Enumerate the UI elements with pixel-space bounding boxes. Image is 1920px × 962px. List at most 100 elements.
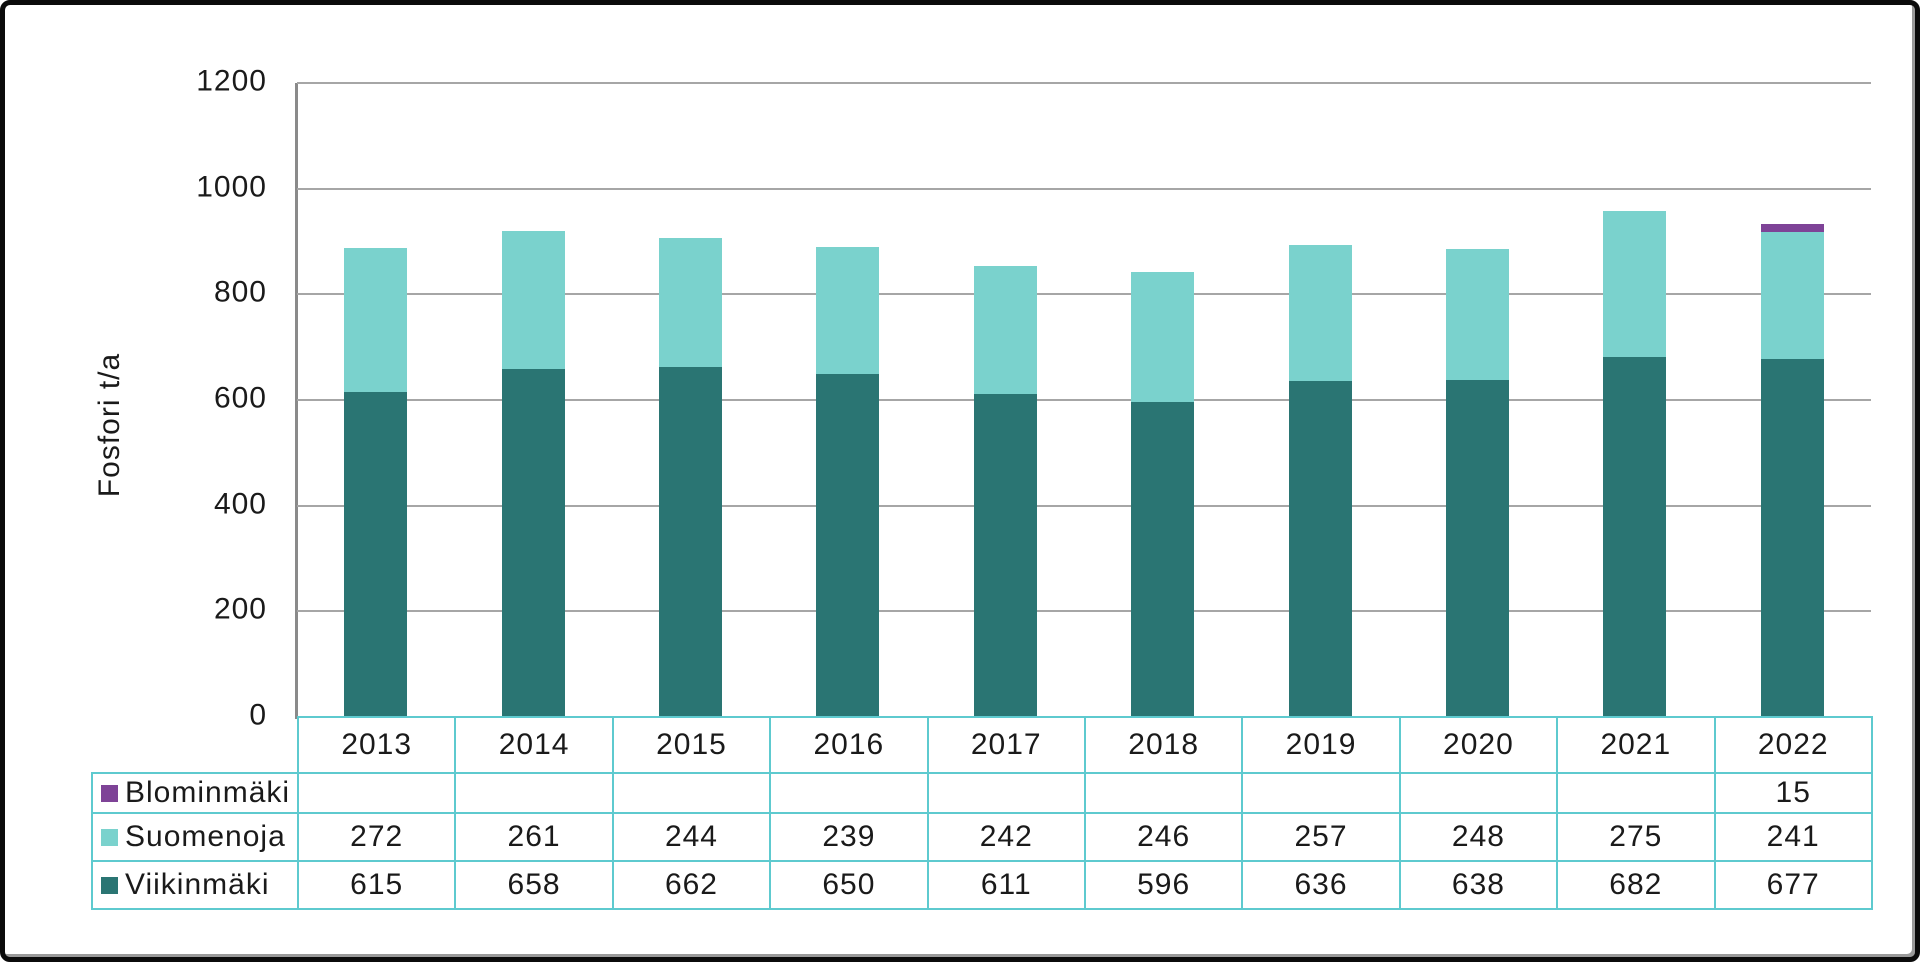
value-cell-suomenoja-2016: 239: [769, 812, 929, 862]
value-cell-suomenoja-2019: 257: [1241, 812, 1401, 862]
value-cell-suomenoja-2018: 246: [1083, 812, 1244, 862]
year-header-cell-2022: 2022: [1713, 716, 1873, 774]
bar-segment-viikinm-ki-2018: [1131, 402, 1195, 717]
year-header-cell-2015: 2015: [611, 716, 772, 774]
gridline-600: [297, 399, 1871, 401]
bar-segment-viikinm-ki-2016: [816, 373, 880, 717]
series-name-label: Suomenoja: [125, 820, 286, 853]
bar-segment-suomenoja-2022: [1760, 232, 1824, 360]
bar-segment-viikinm-ki-2019: [1288, 380, 1352, 717]
bar-2015: [659, 83, 722, 717]
bar-2018: [1131, 83, 1195, 717]
year-header-cell-2013: 2013: [296, 716, 457, 774]
value-cell-suomenoja-2022: 241: [1713, 812, 1873, 862]
table-row-viikinm-ki: Viikinmäki 615 658 662 650 611 596 636 638 682 677: [91, 860, 1873, 910]
bar-segment-suomenoja-2017: [973, 266, 1037, 395]
y-tick-label-400: 400: [213, 487, 267, 521]
value-cell-viikinm-ki-2020: 638: [1398, 860, 1559, 910]
gridline-200: [297, 610, 1871, 613]
bar-segment-blominm-ki-2022: [1760, 224, 1824, 232]
value-cell-viikinm-ki-2015: 662: [611, 860, 772, 910]
bar-segment-suomenoja-2015: [659, 238, 722, 368]
value-cell-blominm-ki-2020: [1398, 772, 1559, 814]
y-tick-label-600: 600: [213, 381, 267, 415]
bar-segment-suomenoja-2020: [1446, 248, 1509, 380]
table-header-row: 2013 2014 2015 2016 2017 2018 2019 2020 2021 2022: [92, 716, 1873, 774]
value-cell-viikinm-ki-2018: 596: [1083, 860, 1244, 910]
bar-segment-suomenoja-2016: [816, 247, 880, 374]
gridline-400: [297, 504, 1871, 507]
bar-segment-viikinm-ki-2014: [501, 369, 565, 717]
y-tick-label-200: 200: [213, 592, 267, 626]
bar-2013: [344, 83, 408, 717]
bar-segment-viikinm-ki-2013: [344, 392, 408, 717]
y-tick-label-1200: 1200: [196, 64, 267, 98]
bar-segment-viikinm-ki-2022: [1760, 359, 1824, 717]
value-cell-suomenoja-2014: 261: [454, 812, 614, 862]
value-cell-viikinm-ki-2021: 682: [1556, 860, 1716, 910]
series-label-cell-suomenoja: Suomenoja: [91, 812, 299, 862]
year-header-cell-2018: 2018: [1083, 716, 1244, 774]
year-header-cell-2020: 2020: [1398, 716, 1559, 774]
gridline-800: [297, 293, 1871, 296]
value-cell-suomenoja-2015: 244: [611, 812, 772, 862]
y-axis-title: Fosfori t/a: [93, 352, 126, 498]
table-row-blominm-ki: Blominmäki 15: [91, 772, 1873, 814]
value-cell-viikinm-ki-2019: 636: [1241, 860, 1401, 910]
legend-swatch-viikinm-ki: [101, 876, 118, 894]
value-cell-blominm-ki-2018: [1083, 772, 1244, 814]
bar-segment-viikinm-ki-2017: [973, 394, 1037, 717]
bar-segment-suomenoja-2019: [1288, 245, 1352, 381]
year-header-cell-2021: 2021: [1556, 716, 1716, 774]
bar-segment-viikinm-ki-2015: [659, 367, 722, 717]
value-cell-blominm-ki-2016: [769, 772, 929, 814]
value-cell-viikinm-ki-2022: 677: [1713, 860, 1873, 910]
series-label-cell-viikinm-ki: Viikinmäki: [91, 860, 299, 910]
value-cell-blominm-ki-2015: [611, 772, 772, 814]
bar-2017: [973, 83, 1037, 717]
value-cell-suomenoja-2017: 242: [926, 812, 1086, 862]
value-cell-blominm-ki-2022: 15: [1713, 772, 1873, 814]
value-cell-blominm-ki-2014: [454, 772, 614, 814]
bar-segment-viikinm-ki-2021: [1603, 356, 1667, 717]
bar-2016: [816, 83, 880, 717]
gridline-1000: [297, 187, 1871, 190]
year-header-cell-2016: 2016: [769, 716, 929, 774]
value-cell-blominm-ki-2019: [1241, 772, 1401, 814]
bar-segment-viikinm-ki-2020: [1446, 379, 1509, 717]
series-label-cell-blominm-ki: Blominmäki: [91, 772, 299, 814]
table-row-suomenoja: Suomenoja 272 261 244 239 242 246 257 248 275 241: [91, 812, 1873, 862]
value-cell-suomenoja-2013: 272: [296, 812, 457, 862]
bar-segment-suomenoja-2013: [344, 248, 408, 393]
value-cell-suomenoja-2020: 248: [1398, 812, 1559, 862]
y-tick-label-800: 800: [213, 275, 267, 309]
legend-swatch-suomenoja: [101, 828, 118, 846]
value-cell-blominm-ki-2013: [296, 772, 457, 814]
value-cell-viikinm-ki-2016: 650: [769, 860, 929, 910]
series-name-label: Viikinmäki: [125, 868, 270, 901]
bar-2019: [1288, 83, 1352, 717]
legend-swatch-blominm-ki: [101, 784, 118, 802]
bar-segment-suomenoja-2014: [501, 231, 565, 370]
table-corner-cell: [92, 717, 298, 773]
plot-area: [297, 82, 1871, 717]
y-axis-line: [295, 83, 298, 719]
y-tick-label-0: 0: [249, 698, 267, 732]
gridline-1200: [297, 82, 1871, 84]
data-table-legend: 2013 2014 2015 2016 2017 2018 2019 2020 2021 2022…: [91, 716, 1873, 910]
bar-segment-suomenoja-2018: [1131, 272, 1195, 403]
bar-segment-suomenoja-2021: [1603, 211, 1667, 357]
bar-2021: [1603, 83, 1667, 717]
value-cell-blominm-ki-2017: [926, 772, 1086, 814]
bar-2022: [1760, 83, 1824, 717]
year-header-cell-2014: 2014: [454, 716, 614, 774]
value-cell-viikinm-ki-2017: 611: [926, 860, 1086, 910]
value-cell-viikinm-ki-2013: 615: [296, 860, 457, 910]
y-tick-label-1000: 1000: [196, 170, 267, 204]
series-name-label: Blominmäki: [125, 776, 291, 809]
bar-2014: [501, 83, 565, 717]
year-header-cell-2017: 2017: [926, 716, 1086, 774]
year-header-cell-2019: 2019: [1241, 716, 1401, 774]
value-cell-suomenoja-2021: 275: [1556, 812, 1716, 862]
